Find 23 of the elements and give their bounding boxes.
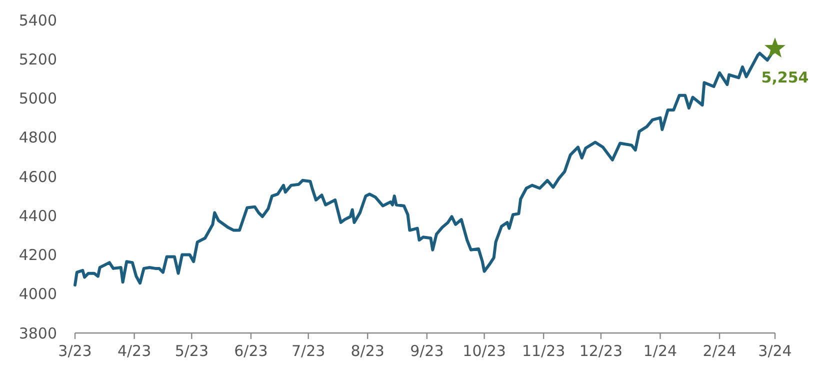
x-tick-label: 2/24 — [702, 342, 736, 360]
x-tick-label: 5/23 — [174, 342, 209, 360]
y-tick-label: 5000 — [18, 90, 57, 108]
y-tick-label: 4600 — [18, 168, 57, 186]
y-tick-label: 4000 — [18, 285, 57, 304]
y-tick-label: 3800 — [18, 324, 57, 342]
x-tick-label: 3/23 — [58, 342, 92, 360]
x-tick-label: 9/23 — [410, 342, 444, 360]
y-tick-label: 5400 — [18, 11, 57, 30]
y-tick-label: 4400 — [18, 206, 57, 225]
x-tick-label: 3/24 — [758, 342, 792, 360]
x-tick-label: 7/23 — [291, 342, 326, 360]
data-label: 5,254 — [761, 68, 809, 87]
x-tick-label: 11/23 — [522, 342, 566, 360]
x-tick-label: 10/23 — [462, 342, 506, 360]
y-tick-label: 4200 — [18, 246, 57, 264]
y-tick-label: 5200 — [18, 50, 57, 68]
x-tick-label: 1/24 — [643, 342, 678, 360]
x-tick-label: 12/23 — [579, 342, 623, 360]
x-tick-label: 6/23 — [234, 342, 268, 360]
x-tick-label: 4/23 — [117, 342, 152, 360]
x-tick-label: 8/23 — [350, 342, 384, 360]
y-tick-label: 4800 — [18, 128, 57, 147]
